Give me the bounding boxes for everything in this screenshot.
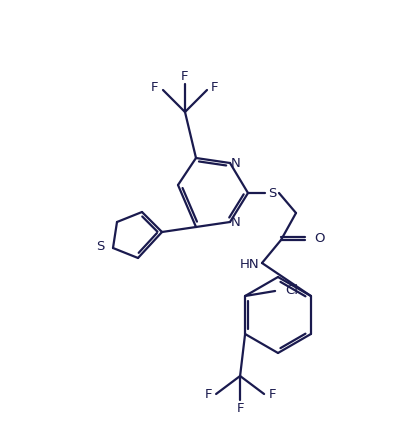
Text: HN: HN: [239, 258, 259, 272]
Text: F: F: [236, 402, 243, 416]
Text: S: S: [267, 187, 275, 200]
Text: F: F: [204, 387, 211, 400]
Text: F: F: [151, 80, 158, 93]
Text: N: N: [231, 216, 240, 229]
Text: F: F: [268, 387, 275, 400]
Text: F: F: [211, 80, 218, 93]
Text: Cl: Cl: [284, 285, 298, 298]
Text: F: F: [181, 69, 188, 83]
Text: O: O: [313, 232, 324, 245]
Text: S: S: [96, 240, 105, 253]
Text: N: N: [231, 157, 240, 170]
